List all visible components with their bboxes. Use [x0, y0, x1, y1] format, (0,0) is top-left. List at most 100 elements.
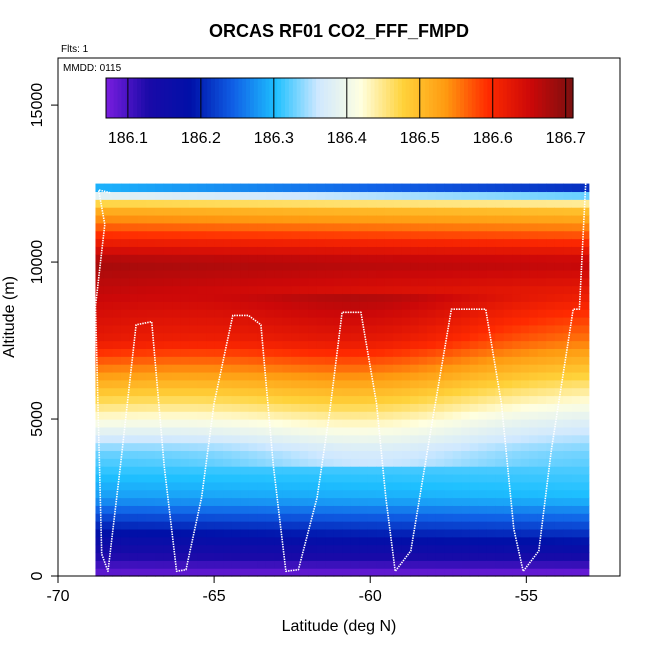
- field-cell: [240, 332, 250, 342]
- field-cell: [384, 379, 394, 389]
- field-cell: [129, 246, 139, 255]
- field-cell: [546, 262, 556, 271]
- field-cell: [240, 309, 250, 318]
- field-cell: [384, 552, 394, 561]
- field-cell: [112, 411, 122, 420]
- field-cell: [444, 277, 454, 287]
- field-cell: [180, 473, 190, 483]
- field-cell: [520, 301, 530, 310]
- field-cell: [163, 246, 173, 255]
- field-cell: [486, 379, 496, 389]
- field-cell: [546, 324, 556, 334]
- field-cell: [384, 214, 394, 224]
- field-cell: [197, 222, 207, 232]
- field-cell: [452, 309, 462, 318]
- field-cell: [410, 481, 420, 491]
- field-cell: [503, 568, 513, 577]
- colorbar-segment: [304, 78, 309, 118]
- field-cell: [563, 269, 573, 279]
- field-cell: [291, 222, 301, 232]
- field-cell: [197, 434, 207, 444]
- field-cell: [240, 348, 250, 357]
- field-cell: [95, 324, 105, 334]
- field-cell: [537, 536, 547, 546]
- field-cell: [265, 458, 275, 467]
- field-cell: [172, 191, 182, 200]
- field-cell: [520, 262, 530, 271]
- field-cell: [95, 277, 105, 287]
- field-cell: [359, 473, 369, 483]
- field-cell: [103, 560, 114, 569]
- field-cell: [503, 238, 513, 247]
- field-cell: [537, 348, 547, 357]
- field-cell: [537, 442, 547, 452]
- field-cell: [265, 269, 275, 279]
- field-cell: [112, 254, 122, 263]
- field-cell: [469, 183, 479, 193]
- field-cell: [120, 230, 131, 240]
- field-cell: [257, 301, 267, 310]
- field-cell: [120, 497, 131, 506]
- field-cell: [197, 262, 207, 271]
- x-tick-label: -55: [515, 588, 538, 605]
- field-cell: [137, 293, 148, 302]
- field-cell: [180, 301, 190, 310]
- field-cell: [478, 183, 488, 193]
- field-cell: [214, 238, 224, 247]
- field-cell: [240, 262, 250, 271]
- field-cell: [189, 489, 199, 499]
- field-cell: [571, 371, 581, 381]
- field-cell: [214, 568, 224, 577]
- field-cell: [95, 214, 105, 224]
- field-cell: [282, 481, 292, 491]
- field-cell: [240, 269, 250, 279]
- field-cell: [180, 466, 190, 475]
- field-cell: [308, 301, 318, 310]
- field-cell: [546, 497, 556, 506]
- field-cell: [112, 473, 122, 483]
- field-cell: [563, 293, 573, 302]
- field-cell: [333, 481, 343, 491]
- field-cell: [274, 191, 284, 200]
- field-cell: [401, 191, 411, 200]
- field-cell: [137, 536, 148, 546]
- field-cell: [393, 324, 403, 334]
- field-cell: [427, 387, 437, 397]
- field-cell: [571, 403, 581, 412]
- field-cell: [571, 481, 581, 491]
- field-cell: [486, 528, 496, 538]
- field-cell: [291, 191, 301, 200]
- field-cell: [418, 309, 428, 318]
- field-cell: [350, 379, 360, 389]
- field-cell: [206, 214, 216, 224]
- field-cell: [359, 536, 369, 546]
- field-cell: [172, 348, 182, 357]
- field-cell: [478, 395, 488, 404]
- field-cell: [308, 379, 318, 389]
- field-cell: [512, 269, 522, 279]
- field-cell: [503, 521, 513, 530]
- field-cell: [520, 411, 530, 420]
- field-cell: [478, 442, 488, 452]
- field-cell: [563, 544, 573, 554]
- field-cell: [503, 317, 513, 326]
- field-cell: [393, 521, 403, 530]
- field-cell: [384, 309, 394, 318]
- field-cell: [376, 222, 386, 232]
- field-cell: [325, 426, 335, 436]
- field-cell: [265, 262, 275, 271]
- field-cell: [469, 324, 479, 334]
- field-cell: [486, 309, 496, 318]
- field-cell: [231, 246, 241, 255]
- field-cell: [529, 309, 539, 318]
- field-cell: [103, 230, 114, 240]
- field-cell: [316, 246, 326, 255]
- field-cell: [546, 285, 556, 295]
- field-cell: [333, 442, 343, 452]
- field-cell: [359, 309, 369, 318]
- field-cell: [137, 246, 148, 255]
- field-cell: [103, 481, 114, 491]
- colorbar-segment: [191, 78, 197, 118]
- field-cell: [342, 222, 352, 232]
- field-cell: [461, 207, 471, 216]
